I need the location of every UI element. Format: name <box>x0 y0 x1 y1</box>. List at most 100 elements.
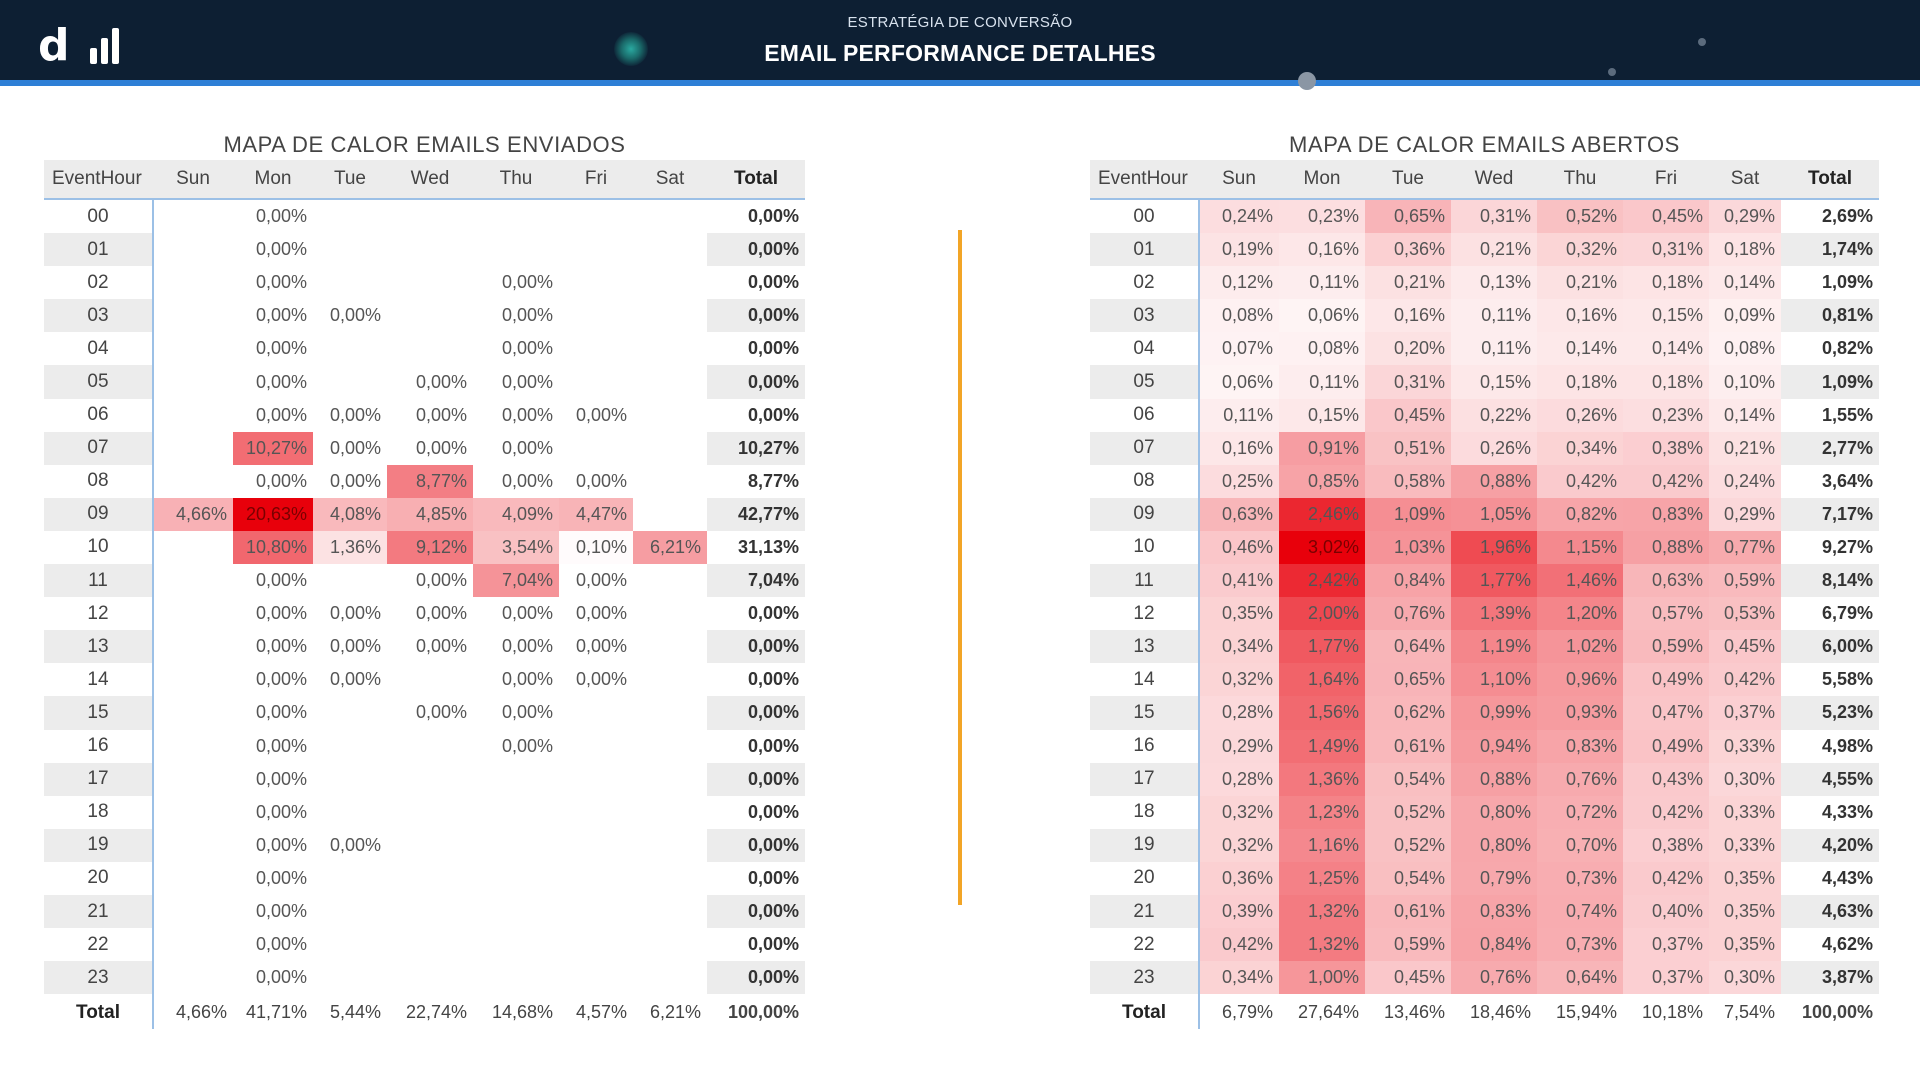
heat-cell: 0,11% <box>1199 398 1279 432</box>
heat-cell: 0,42% <box>1623 464 1709 498</box>
sent-col-header[interactable]: Thu <box>473 160 559 200</box>
heat-cell: 0,35% <box>1709 928 1781 962</box>
heat-cell <box>633 266 707 299</box>
heat-cell: 0,52% <box>1365 828 1451 862</box>
heat-cell: 0,00% <box>255 272 307 293</box>
sent-heatmap-panel: MAPA DE CALOR EMAILS ENVIADOS EventHour S… <box>44 130 805 1030</box>
hour-label: 12 <box>1090 597 1200 631</box>
heat-cell: 0,83% <box>1451 894 1537 929</box>
heat-cell: 0,00% <box>501 305 553 326</box>
heat-cell: 0,28% <box>1199 762 1279 796</box>
heat-cell <box>559 928 633 961</box>
column-total: 6,21% <box>633 994 707 1030</box>
heat-cell <box>473 233 559 266</box>
table-row: 01 0,00% 0,00% <box>44 233 805 267</box>
column-total: 10,18% <box>1623 994 1709 1030</box>
sent-col-header[interactable]: Mon <box>233 160 313 200</box>
sent-col-header[interactable]: Sat <box>633 160 707 200</box>
heat-cell <box>153 199 233 233</box>
logo-bars-icon <box>90 28 119 64</box>
column-total: 14,68% <box>473 994 559 1030</box>
heat-cell <box>153 796 233 829</box>
heat-cell <box>473 928 559 961</box>
heat-cell: 0,00% <box>575 669 627 690</box>
heat-cell: 1,64% <box>1279 663 1365 697</box>
sent-col-header[interactable]: Total <box>707 160 805 200</box>
table-row: 16 0,00% 0,00% 0,00% <box>44 729 805 763</box>
heat-cell <box>473 763 559 796</box>
heat-cell <box>153 531 233 564</box>
heat-cell: 0,15% <box>1279 398 1365 432</box>
sent-col-header[interactable]: Wed <box>387 160 473 200</box>
row-total: 1,09% <box>1781 365 1879 399</box>
opened-col-header[interactable]: Total <box>1781 160 1879 200</box>
heat-cell: 0,00% <box>255 603 307 624</box>
heat-cell: 6,21% <box>633 530 707 565</box>
hour-label: 10 <box>44 530 154 565</box>
opened-col-header[interactable]: Wed <box>1451 160 1537 200</box>
hour-label: 23 <box>44 961 154 995</box>
heat-cell: 1,15% <box>1537 530 1623 565</box>
table-row: 16 0,29% 1,49% 0,61% 0,94% 0,83% 0,49% 0,33% 4,9… <box>1090 729 1879 763</box>
hour-label: 12 <box>44 597 154 631</box>
heat-cell: 1,96% <box>1451 530 1537 565</box>
heat-cell: 0,00% <box>255 470 307 491</box>
sent-col-header[interactable]: Fri <box>559 160 633 200</box>
table-row: 11 0,41% 2,42% 0,84% 1,77% 1,46% 0,63% 0,59% 8,1… <box>1090 564 1879 598</box>
opened-col-header[interactable]: Fri <box>1623 160 1709 200</box>
decorative-dot-icon <box>1608 68 1616 76</box>
hour-label: 09 <box>44 497 154 531</box>
heat-cell: 1,09% <box>1365 497 1451 531</box>
heat-cell: 0,45% <box>1365 398 1451 432</box>
hour-label: 02 <box>1090 266 1200 300</box>
heat-cell: 0,47% <box>1623 696 1709 730</box>
sent-col-header[interactable]: Tue <box>313 160 387 200</box>
heat-cell <box>559 829 633 862</box>
hour-label: 08 <box>1090 464 1200 498</box>
opened-col-header[interactable]: Tue <box>1365 160 1451 200</box>
heat-cell: 0,12% <box>1199 266 1279 300</box>
heat-cell: 0,00% <box>501 702 553 723</box>
heat-cell <box>633 233 707 266</box>
heat-cell: 1,46% <box>1537 564 1623 598</box>
hour-label: 08 <box>44 464 154 498</box>
table-row: 17 0,00% 0,00% <box>44 762 805 796</box>
heat-cell: 0,51% <box>1365 431 1451 465</box>
heat-cell: 0,30% <box>1709 961 1781 995</box>
table-row: 21 0,00% 0,00% <box>44 894 805 929</box>
table-row: 10 10,80% 1,36% 9,12% 3,54% 0,10% 6,21% 31,13% <box>44 530 805 565</box>
heat-cell: 20,63% <box>233 497 313 531</box>
heat-cell: 0,08% <box>1709 332 1781 366</box>
row-total: 8,77% <box>747 470 799 491</box>
heat-cell: 1,02% <box>1537 630 1623 664</box>
heat-cell: 0,65% <box>1365 199 1451 234</box>
heat-cell <box>153 299 233 332</box>
heat-cell: 0,00% <box>501 272 553 293</box>
heat-cell: 0,00% <box>255 206 307 227</box>
heat-cell: 0,22% <box>1451 398 1537 432</box>
heat-cell: 1,00% <box>1279 961 1365 995</box>
heat-cell: 0,00% <box>329 437 381 458</box>
opened-col-header[interactable]: Sat <box>1709 160 1781 200</box>
heat-cell <box>387 862 473 895</box>
sent-col-header[interactable]: Sun <box>153 160 233 200</box>
heat-cell: 9,12% <box>387 530 473 565</box>
opened-col-header[interactable]: Sun <box>1199 160 1279 200</box>
heat-cell: 0,61% <box>1365 729 1451 763</box>
hour-label: 03 <box>44 299 154 333</box>
heat-cell: 0,07% <box>1199 332 1279 366</box>
heat-cell <box>313 233 387 266</box>
opened-col-header[interactable]: EventHour <box>1090 160 1199 200</box>
opened-col-header[interactable]: Thu <box>1537 160 1623 200</box>
heat-cell: 0,29% <box>1199 729 1279 763</box>
table-row: 12 0,00% 0,00% 0,00% 0,00% 0,00% 0,00% <box>44 597 805 631</box>
heat-cell: 0,61% <box>1365 894 1451 929</box>
heat-cell: 0,13% <box>1451 266 1537 300</box>
row-total: 4,63% <box>1781 894 1879 929</box>
heat-cell: 0,73% <box>1537 861 1623 895</box>
heat-cell: 0,33% <box>1709 729 1781 763</box>
row-total: 4,98% <box>1821 735 1873 756</box>
opened-col-header[interactable]: Mon <box>1279 160 1365 200</box>
hour-label: 01 <box>1090 233 1200 267</box>
sent-col-header[interactable]: EventHour <box>44 160 153 200</box>
